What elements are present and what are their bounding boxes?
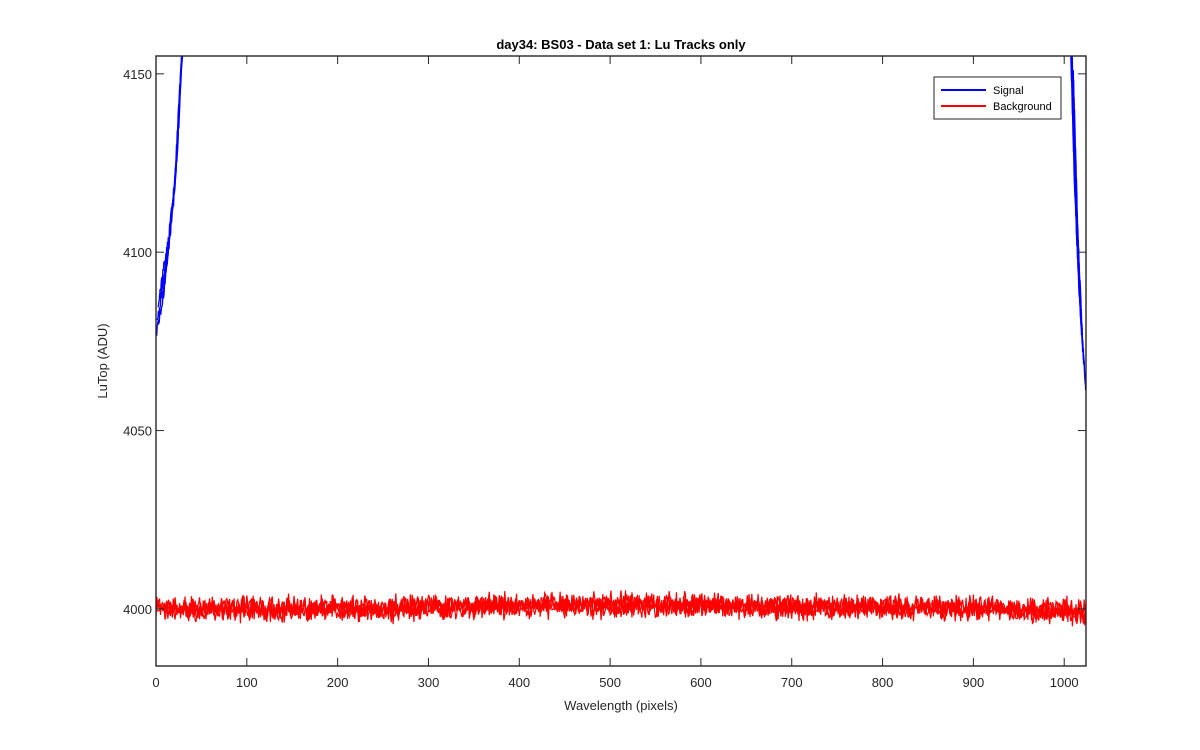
x-tick-label: 0 [152, 675, 159, 690]
signal-series-line [156, 56, 183, 321]
x-tick-label: 1000 [1050, 675, 1079, 690]
y-axis-label: LuTop (ADU) [95, 323, 110, 398]
signal-series-line [1072, 70, 1086, 391]
x-axis-label: Wavelength (pixels) [564, 698, 678, 713]
legend-signal-label: Signal [993, 85, 1024, 97]
y-tick-label: 4150 [123, 67, 152, 82]
y-tick-label: 4100 [123, 245, 152, 260]
y-tick-label: 4050 [123, 424, 152, 439]
legend: Signal Background [933, 76, 1062, 120]
chart-title: day34: BS03 - Data set 1: Lu Tracks only [496, 37, 746, 52]
signal-series-line [157, 56, 183, 308]
x-tick-label: 900 [963, 675, 985, 690]
x-tick-label: 300 [418, 675, 440, 690]
y-tick-label: 4000 [123, 602, 152, 617]
axes-box [155, 55, 1087, 667]
x-tick-label: 200 [327, 675, 349, 690]
signal-series-line [158, 56, 184, 298]
background-series-line [156, 590, 1086, 625]
x-tick-label: 800 [872, 675, 894, 690]
signal-series-line [1070, 56, 1084, 353]
x-tick-label: 700 [781, 675, 803, 690]
plot-area [156, 56, 1086, 627]
x-tick-label: 100 [236, 675, 258, 690]
background-series-line [156, 590, 1086, 627]
legend-background-label: Background [993, 101, 1052, 113]
legend-box [933, 76, 1062, 120]
x-tick-label: 500 [599, 675, 621, 690]
x-tick-label: 600 [690, 675, 712, 690]
x-tick-label: 400 [508, 675, 530, 690]
axis-ticks: 0 100 200 300 400 500 600 700 800 900 1000 4000 4050… [123, 56, 1086, 690]
